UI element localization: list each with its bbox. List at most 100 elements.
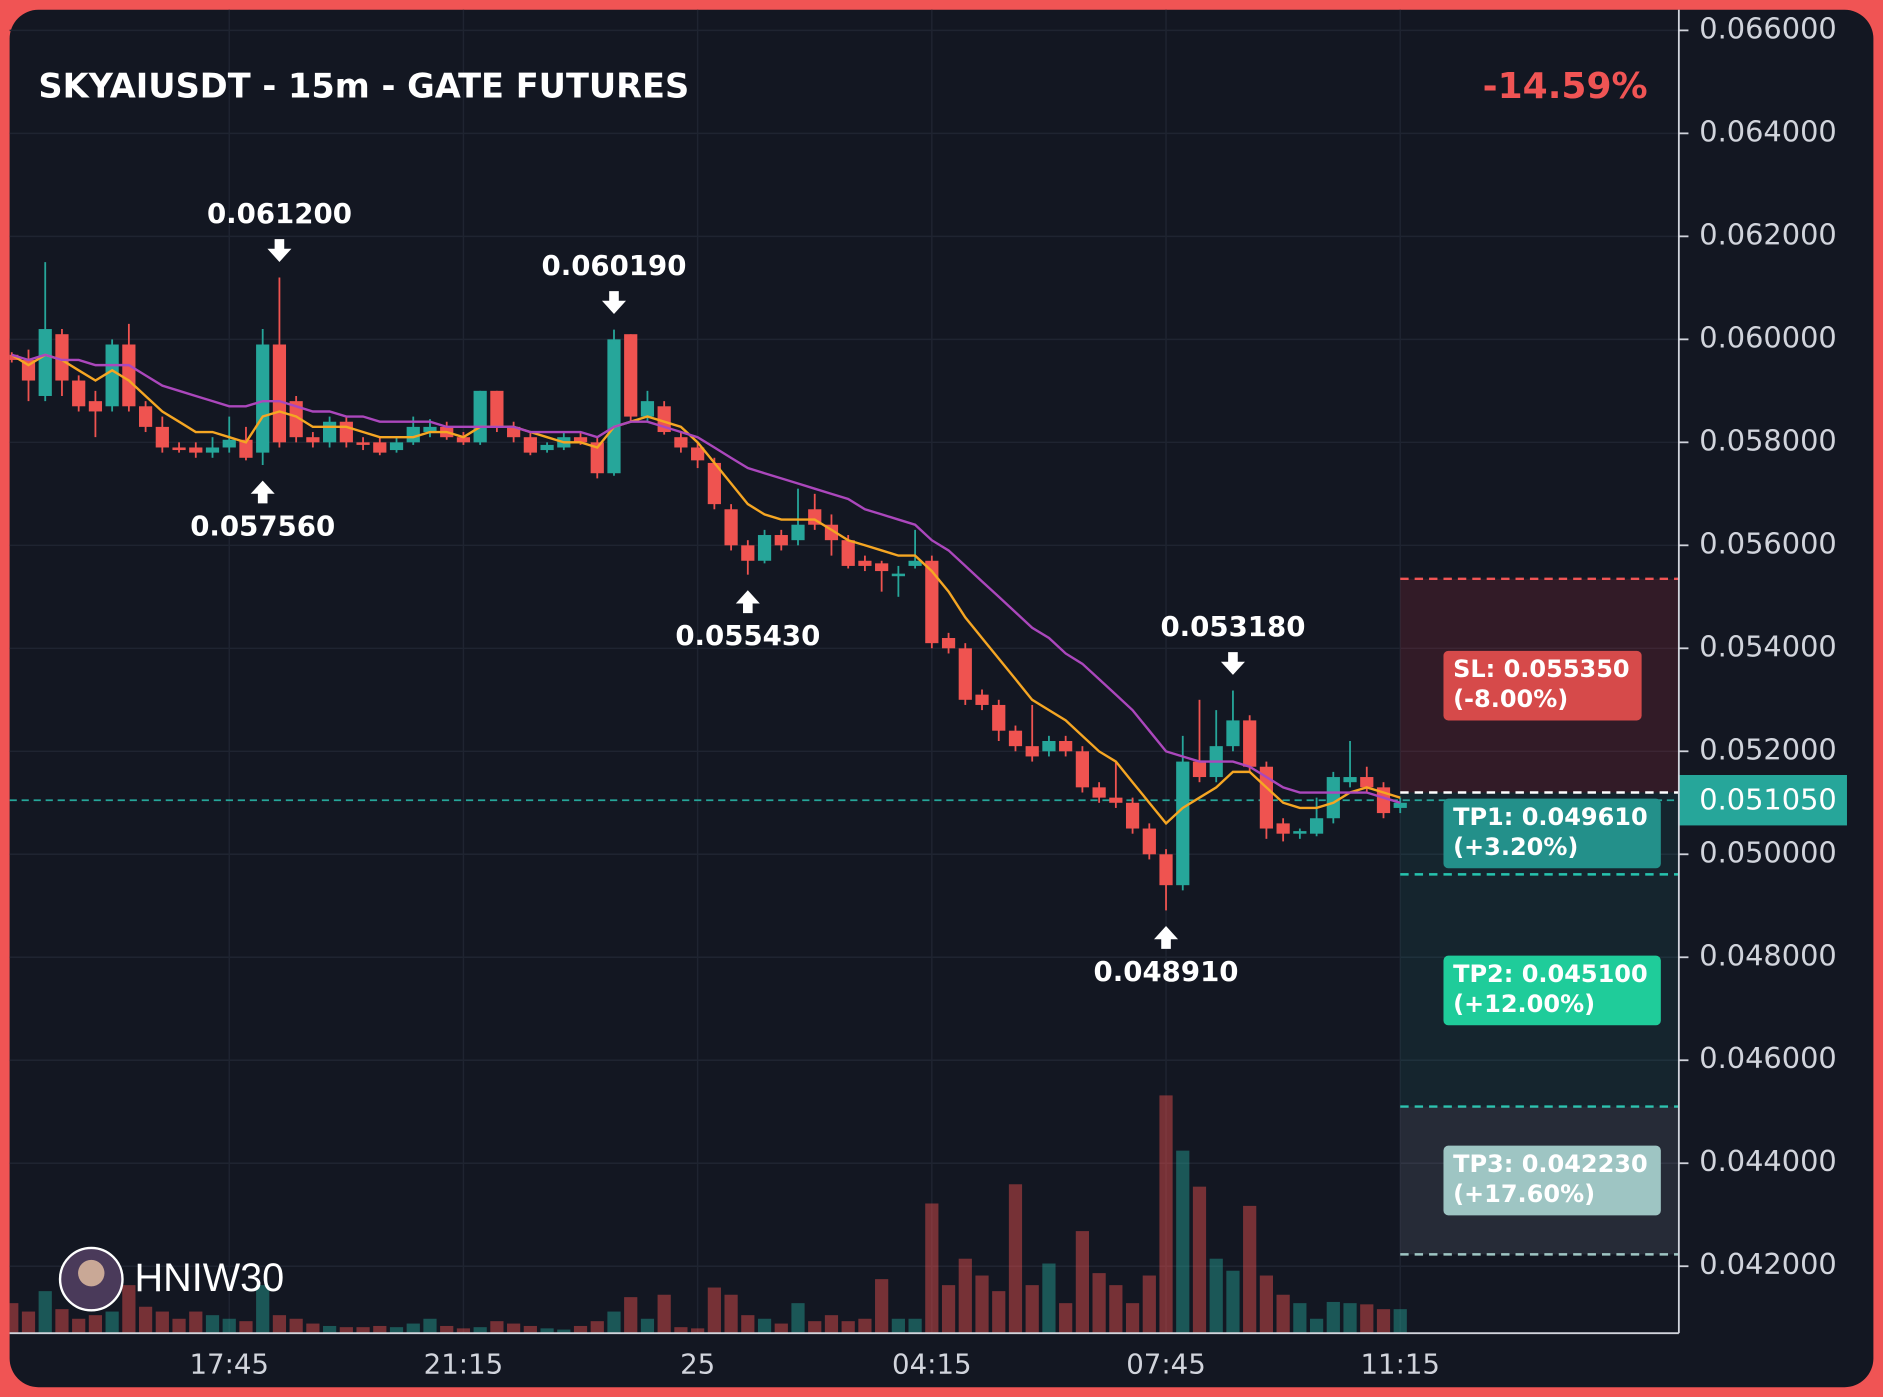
candle-body <box>1276 823 1290 834</box>
watermark: HNIW30 <box>135 1256 285 1300</box>
candle-body <box>1042 740 1056 752</box>
candle-body <box>289 401 303 438</box>
volume-bar <box>373 1325 387 1334</box>
volume-bar <box>138 1306 153 1334</box>
level-label-box <box>1443 955 1661 1026</box>
x-tick-label: 25 <box>680 1348 715 1381</box>
volume-bar <box>1209 1258 1223 1334</box>
volume-bar <box>1142 1275 1156 1334</box>
candle-body <box>456 437 471 443</box>
volume-bar <box>1025 1285 1039 1334</box>
price-annotation: 0.055430 <box>675 619 820 652</box>
y-tick-label: 0.064000 <box>1699 114 1836 148</box>
volume-bar <box>724 1294 738 1334</box>
arrow-down <box>601 291 627 314</box>
volume-bar <box>1309 1318 1324 1334</box>
volume-bar <box>21 1311 36 1334</box>
candle-body <box>138 406 153 427</box>
background <box>9 9 1874 1388</box>
volume-bar <box>406 1323 420 1334</box>
candle-body <box>105 344 119 407</box>
candle-body <box>724 509 738 546</box>
candle-body <box>875 563 889 572</box>
volume-bar <box>707 1287 721 1334</box>
volume-bar <box>590 1321 604 1334</box>
volume-bar <box>1075 1231 1089 1334</box>
candle-body <box>1192 761 1207 778</box>
volume-bar <box>239 1321 253 1334</box>
level-label-box <box>1443 798 1661 869</box>
y-tick-label: 0.042000 <box>1699 1247 1836 1281</box>
volume-bar <box>875 1279 889 1334</box>
candle-body <box>540 444 554 451</box>
volume-bar <box>222 1318 236 1334</box>
moving-average <box>11 353 1401 826</box>
last-price-label: 0.051050 <box>1699 782 1836 816</box>
avatar-face <box>78 1259 105 1287</box>
volume-bar <box>1059 1303 1073 1334</box>
price-annotation: 0.061200 <box>207 197 352 230</box>
volume-bar <box>1243 1205 1257 1334</box>
arrow-up <box>1154 926 1179 949</box>
volume-bar <box>691 1328 705 1334</box>
volume-bar <box>339 1327 353 1334</box>
candle-body <box>1092 787 1106 798</box>
candle-body <box>239 439 253 458</box>
candle-body <box>908 560 922 566</box>
volume-bar <box>1326 1301 1340 1334</box>
volume-bar <box>55 1309 69 1334</box>
candle-body <box>523 437 537 453</box>
volume-bar <box>1343 1303 1357 1334</box>
volume-bar <box>557 1329 571 1334</box>
level-label: TP2: 0.045100 <box>1453 960 1648 988</box>
volume-bar <box>205 1315 220 1334</box>
candle-body <box>1142 828 1156 855</box>
candle-body <box>707 462 721 505</box>
volume-bar <box>540 1328 554 1334</box>
volume-bar <box>1259 1275 1274 1334</box>
candle-body <box>1360 777 1374 788</box>
candle-body <box>691 447 705 461</box>
y-tick-label: 0.054000 <box>1699 629 1836 663</box>
candle-body <box>1393 802 1407 808</box>
moving-average <box>11 353 1401 804</box>
grid <box>9 9 1679 1334</box>
volume-bar <box>490 1321 504 1334</box>
candle-body <box>1059 740 1073 752</box>
candle-body <box>122 344 136 407</box>
candle-body <box>1125 802 1140 829</box>
plot-area <box>9 262 1679 1334</box>
candle-body <box>507 426 521 438</box>
candle-body <box>172 447 186 451</box>
volume-bar <box>1176 1150 1190 1334</box>
y-tick-label: 0.044000 <box>1699 1144 1836 1178</box>
y-tick-label: 0.052000 <box>1699 732 1836 766</box>
candle-body <box>339 421 353 443</box>
volume-bar <box>741 1315 755 1334</box>
y-tick-label: 0.058000 <box>1699 423 1836 457</box>
volume-bar <box>925 1203 939 1334</box>
volume-bar <box>507 1323 521 1334</box>
volume-bar <box>9 1303 19 1334</box>
level-change: (+3.20%) <box>1453 833 1578 861</box>
volume-bar <box>891 1318 905 1334</box>
volume-bar <box>1360 1304 1374 1334</box>
candle-body <box>590 442 604 474</box>
volume-bar <box>272 1315 287 1334</box>
volume-bar <box>657 1294 671 1334</box>
candle-body <box>473 390 487 443</box>
candle-body <box>958 648 972 700</box>
volume-bar <box>189 1311 203 1334</box>
y-tick-label: 0.046000 <box>1699 1041 1836 1075</box>
volume-bar <box>72 1318 86 1334</box>
candle-body <box>205 447 220 453</box>
candle-body <box>1226 720 1240 747</box>
volume-bar <box>774 1323 788 1334</box>
x-tick-label: 04:15 <box>892 1348 972 1381</box>
candle-body <box>1259 766 1274 829</box>
volume-bar <box>1226 1270 1240 1334</box>
candle-body <box>674 437 688 448</box>
volume-bar <box>1008 1184 1023 1334</box>
